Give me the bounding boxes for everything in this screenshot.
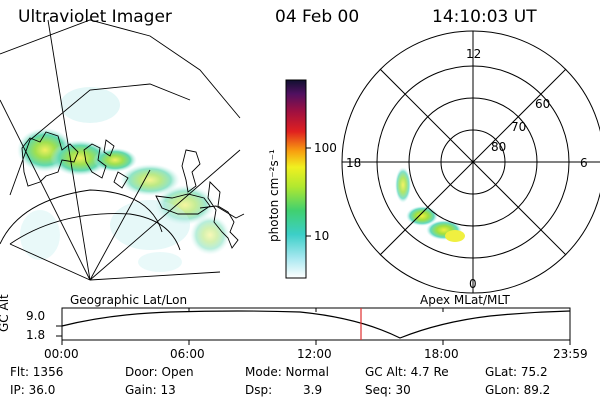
colorbar-unit-label: photon cm⁻²s⁻¹ bbox=[267, 149, 281, 242]
right-panel-caption: Apex MLat/MLT bbox=[420, 293, 510, 307]
right-aurora-emission bbox=[395, 167, 465, 242]
colorbar-tick-10: 10 bbox=[314, 229, 330, 243]
timeline-ylabel: GC Alt bbox=[0, 294, 11, 332]
polar-grid bbox=[341, 30, 600, 294]
status-flight: Flt: 1356 bbox=[10, 365, 64, 379]
lat-label-80: 80 bbox=[491, 140, 507, 154]
time-label: 14:10:03 UT bbox=[432, 7, 537, 27]
altitude-timeline bbox=[56, 307, 571, 345]
status-door: Door: Open bbox=[125, 365, 194, 379]
date-label: 04 Feb 00 bbox=[275, 7, 360, 27]
lat-label-60: 60 bbox=[535, 97, 551, 111]
mlt-label-12: 12 bbox=[466, 47, 482, 61]
status-dsp-value: 3.9 bbox=[303, 383, 323, 397]
polar-plot bbox=[341, 30, 600, 294]
timeline-xtick-1200: 12:00 bbox=[297, 347, 332, 361]
mlt-label-18: 18 bbox=[346, 156, 362, 170]
status-seq: Seq: 30 bbox=[365, 383, 411, 397]
colorbar-tick-100: 100 bbox=[314, 141, 337, 155]
status-glon: GLon: 89.2 bbox=[485, 383, 551, 397]
status-mode: Mode: Normal bbox=[245, 365, 329, 379]
timeline-xtick-2359: 23:59 bbox=[553, 347, 588, 361]
status-gain: Gain: 13 bbox=[125, 383, 176, 397]
timeline-ytick-1.8: 1.8 bbox=[26, 328, 46, 342]
instrument-title: Ultraviolet Imager bbox=[18, 7, 172, 27]
colorbar bbox=[285, 79, 311, 279]
left-aurora-emission bbox=[17, 87, 230, 272]
timeline-ytick-9: 9.0 bbox=[26, 309, 46, 323]
geographic-map bbox=[0, 19, 245, 281]
left-panel-caption: Geographic Lat/Lon bbox=[70, 293, 188, 307]
timeline-xtick-0000: 00:00 bbox=[44, 347, 79, 361]
altitude-curve bbox=[61, 310, 571, 339]
mlt-label-6: 6 bbox=[580, 156, 588, 170]
status-gc-alt: GC Alt: 4.7 Re bbox=[365, 365, 449, 379]
mlt-label-0: 0 bbox=[469, 277, 477, 291]
coastlines bbox=[21, 131, 245, 249]
status-glat: GLat: 75.2 bbox=[485, 365, 548, 379]
status-dsp-label: Dsp: bbox=[245, 383, 273, 397]
timeline-xtick-1800: 18:00 bbox=[424, 347, 459, 361]
timeline-xtick-0600: 06:00 bbox=[170, 347, 205, 361]
status-ip: IP: 36.0 bbox=[10, 383, 56, 397]
lat-label-70: 70 bbox=[511, 120, 527, 134]
latlon-grid bbox=[0, 19, 241, 281]
